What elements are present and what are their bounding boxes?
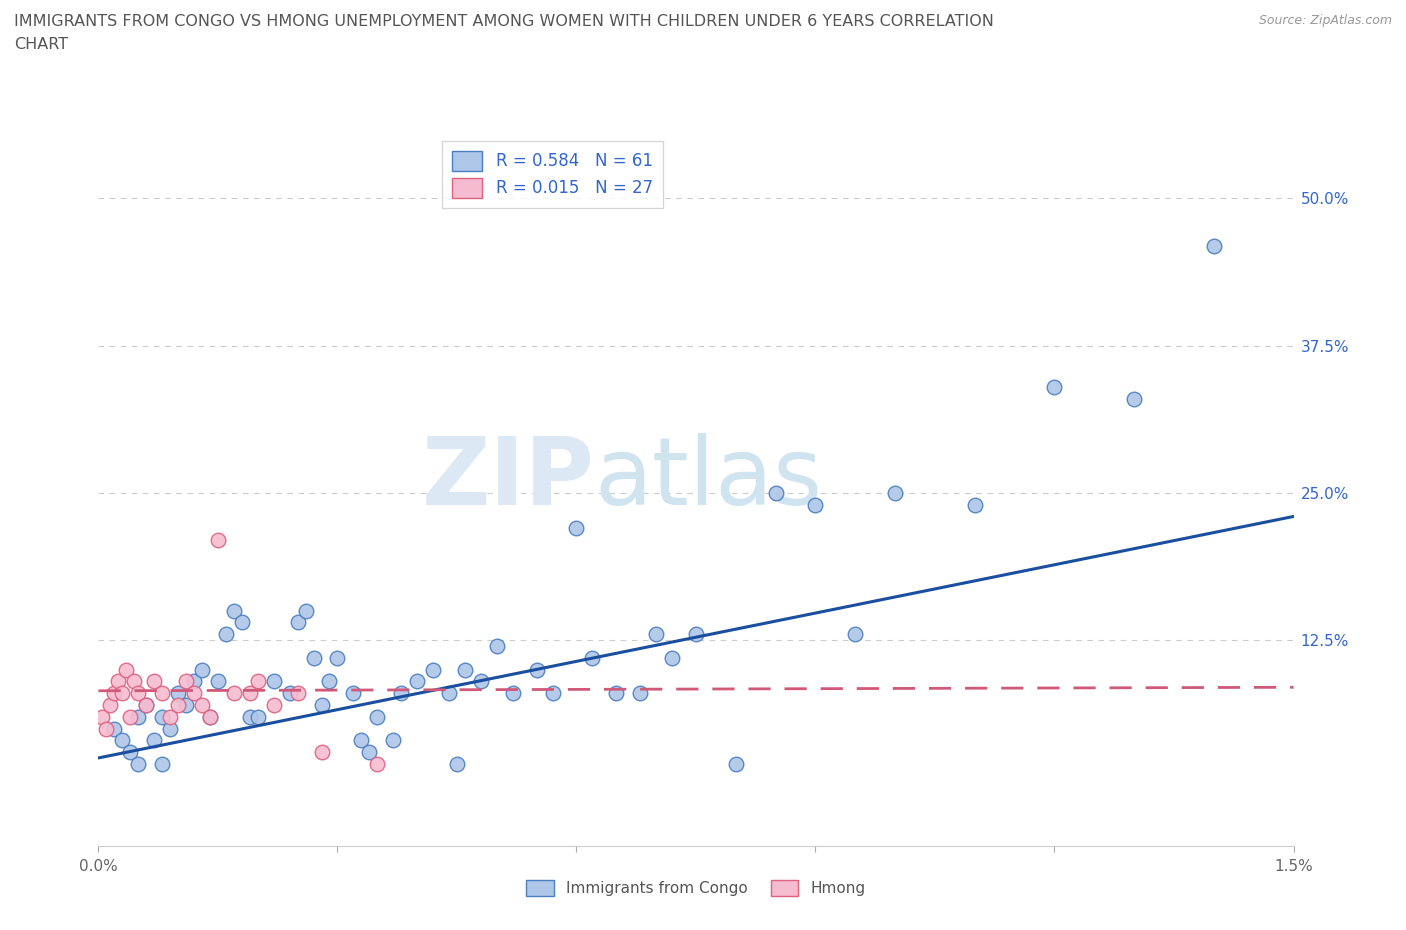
Point (502, 685, 524, 700)
Text: IMMIGRANTS FROM CONGO VS HMONG UNEMPLOYMENT AMONG WOMEN WITH CHILDREN UNDER 6 YE: IMMIGRANTS FROM CONGO VS HMONG UNEMPLOYM… (14, 14, 994, 29)
Text: atlas: atlas (595, 432, 823, 525)
Point (302, 650, 325, 665)
Point (222, 685, 245, 700)
Point (318, 674, 340, 689)
Point (111, 685, 134, 700)
Point (278, 685, 301, 700)
Point (765, 485, 787, 500)
Point (239, 710, 262, 724)
Point (127, 710, 149, 724)
Point (127, 756, 149, 771)
Point (884, 485, 907, 500)
Point (685, 627, 707, 642)
Point (1043, 379, 1066, 394)
Point (120, 710, 142, 724)
Point (107, 674, 129, 689)
Point (437, 685, 460, 700)
Point (406, 674, 429, 689)
Point (150, 685, 173, 700)
Point (222, 604, 245, 618)
Point (246, 710, 269, 724)
Point (239, 685, 262, 700)
Point (159, 721, 181, 736)
Point (124, 674, 146, 689)
Point (263, 698, 285, 712)
Point (96, 721, 118, 736)
Point (120, 745, 142, 760)
Legend: Immigrants from Congo, Hmong: Immigrants from Congo, Hmong (520, 874, 872, 902)
Point (150, 710, 173, 724)
Point (115, 662, 138, 677)
Point (526, 662, 548, 677)
Point (311, 698, 333, 712)
Point (366, 756, 388, 771)
Point (382, 733, 405, 748)
Point (91, 710, 114, 724)
Point (246, 674, 269, 689)
Point (287, 615, 309, 630)
Point (724, 756, 747, 771)
Point (198, 710, 221, 724)
Point (326, 650, 349, 665)
Point (454, 662, 477, 677)
Point (963, 498, 986, 512)
Point (174, 674, 197, 689)
Point (1202, 238, 1225, 253)
Point (565, 521, 588, 536)
Point (207, 533, 229, 548)
Point (143, 733, 166, 748)
Point (143, 674, 166, 689)
Point (804, 498, 827, 512)
Point (311, 745, 333, 760)
Point (389, 685, 412, 700)
Point (103, 721, 125, 736)
Point (103, 685, 125, 700)
Point (167, 698, 190, 712)
Point (98, 698, 122, 712)
Point (422, 662, 444, 677)
Point (628, 685, 651, 700)
Point (366, 710, 388, 724)
Point (111, 733, 134, 748)
Point (263, 674, 285, 689)
Point (844, 627, 866, 642)
Point (135, 698, 157, 712)
Point (605, 685, 627, 700)
Point (127, 685, 149, 700)
Point (287, 685, 309, 700)
Point (159, 710, 181, 724)
Text: Source: ZipAtlas.com: Source: ZipAtlas.com (1258, 14, 1392, 27)
Point (135, 698, 157, 712)
Point (359, 745, 381, 760)
Point (485, 639, 508, 654)
Point (207, 674, 229, 689)
Text: CHART: CHART (14, 37, 67, 52)
Point (350, 733, 373, 748)
Point (183, 685, 205, 700)
Point (342, 685, 364, 700)
Point (231, 615, 253, 630)
Point (198, 710, 221, 724)
Point (645, 627, 668, 642)
Point (215, 627, 238, 642)
Point (581, 650, 603, 665)
Point (191, 662, 214, 677)
Point (183, 674, 205, 689)
Point (1123, 392, 1146, 406)
Point (191, 698, 214, 712)
Text: ZIP: ZIP (422, 432, 595, 525)
Point (470, 674, 492, 689)
Point (174, 698, 197, 712)
Point (167, 685, 190, 700)
Point (541, 685, 564, 700)
Point (150, 756, 173, 771)
Point (661, 650, 683, 665)
Point (294, 604, 316, 618)
Point (446, 756, 468, 771)
